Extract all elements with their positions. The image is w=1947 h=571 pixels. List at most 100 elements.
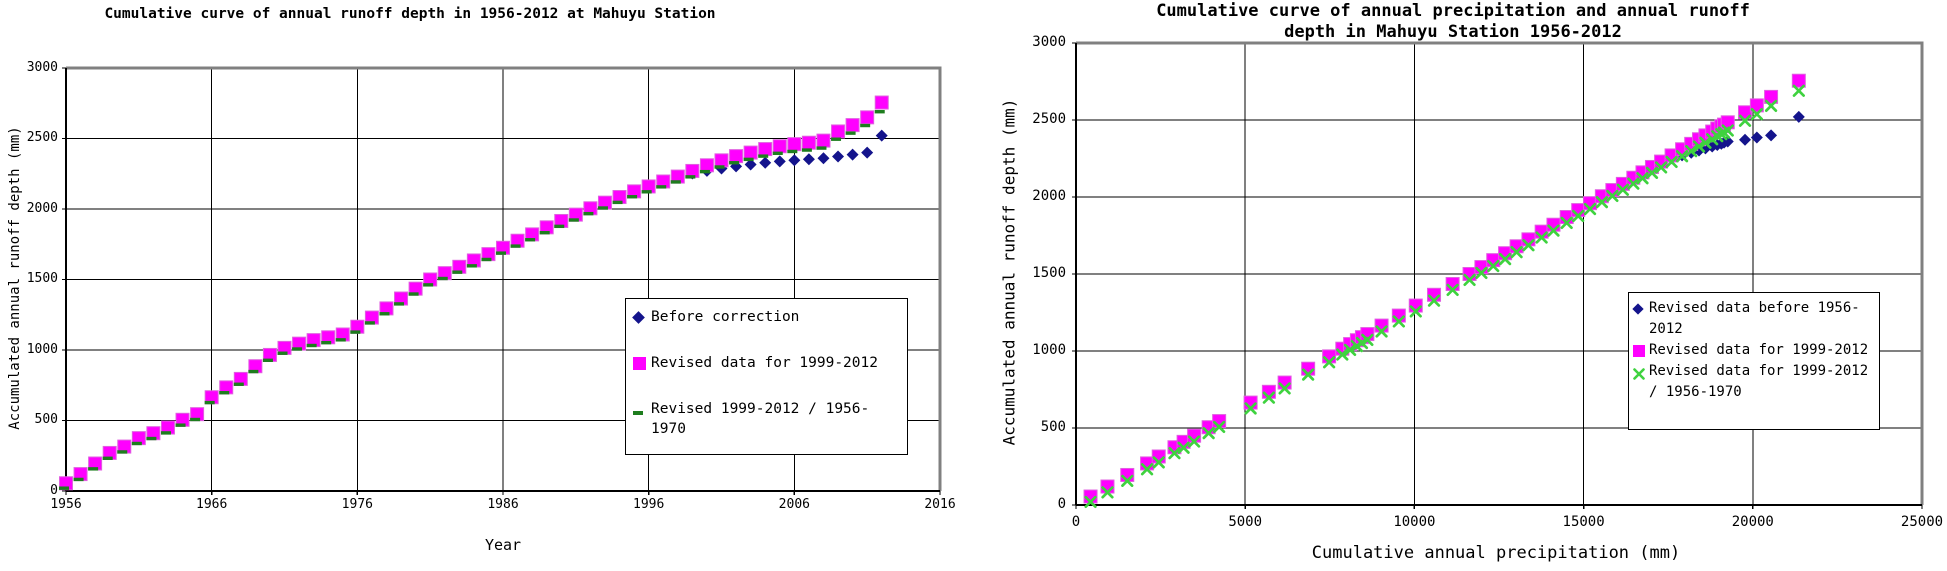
right-y-tick-label: 0 bbox=[1057, 496, 1066, 513]
data-point bbox=[88, 467, 99, 471]
data-point bbox=[1692, 140, 1706, 153]
left-chart-plot bbox=[59, 66, 942, 495]
data-point bbox=[423, 283, 434, 287]
data-point bbox=[1675, 150, 1689, 163]
data-point bbox=[452, 270, 463, 274]
left-x-tick-label: 1966 bbox=[196, 497, 228, 512]
data-point bbox=[131, 441, 142, 446]
data-point bbox=[146, 436, 157, 441]
data-point bbox=[321, 340, 332, 345]
data-point bbox=[583, 211, 594, 216]
data-point bbox=[1140, 463, 1154, 476]
data-point bbox=[1244, 402, 1257, 415]
data-point bbox=[233, 382, 244, 386]
left-chart-title: Cumulative curve of annual runoff depth … bbox=[104, 6, 716, 22]
data-point bbox=[1636, 172, 1649, 185]
data-point bbox=[1463, 273, 1476, 287]
data-point bbox=[714, 165, 725, 169]
data-point bbox=[802, 153, 815, 166]
data-point bbox=[861, 146, 874, 159]
data-point bbox=[875, 129, 888, 142]
data-point bbox=[1645, 166, 1659, 179]
data-point bbox=[1738, 114, 1752, 127]
data-point bbox=[759, 156, 772, 169]
data-point bbox=[1262, 391, 1276, 404]
data-point bbox=[175, 423, 186, 427]
data-point bbox=[1301, 368, 1315, 381]
data-point bbox=[1487, 259, 1500, 273]
left-series-dash bbox=[59, 110, 885, 490]
data-point bbox=[846, 148, 859, 161]
legend-label: Revised 1999-2012 / 1956-1970 bbox=[651, 401, 870, 437]
left-y-tick-label: 1000 bbox=[26, 341, 58, 357]
data-point bbox=[1375, 325, 1388, 338]
data-point bbox=[1616, 183, 1629, 196]
left-x-tick-label: 1986 bbox=[487, 497, 519, 512]
data-point bbox=[539, 230, 550, 235]
legend-item-revised-ratio: Revised data for 1999-2012 / 1956-1970 bbox=[1633, 361, 1876, 403]
data-point bbox=[831, 124, 846, 139]
data-point bbox=[1361, 333, 1374, 347]
legend-item-revised-1999-2012: Revised data for 1999-2012 bbox=[1633, 340, 1876, 361]
data-point bbox=[685, 175, 696, 179]
data-point bbox=[1522, 239, 1535, 252]
data-point bbox=[1547, 224, 1560, 237]
plot-frame bbox=[66, 66, 942, 491]
legend-label: Revised data for 1999-2012 bbox=[1649, 342, 1869, 358]
data-point bbox=[874, 110, 885, 114]
data-point bbox=[1699, 136, 1712, 149]
legend-item-before-correction: Before correction bbox=[632, 307, 902, 327]
right-y-tick-label: 2000 bbox=[1032, 188, 1066, 205]
data-point bbox=[801, 148, 812, 152]
left-x-tick-label: 2006 bbox=[778, 497, 810, 512]
data-point bbox=[1510, 245, 1523, 259]
data-point bbox=[219, 391, 230, 395]
data-point bbox=[1792, 110, 1805, 123]
x-marker-icon bbox=[1633, 361, 1649, 382]
data-point bbox=[437, 276, 448, 281]
data-point bbox=[656, 185, 667, 189]
left-y-tick-label: 500 bbox=[34, 412, 58, 428]
data-point bbox=[772, 151, 783, 156]
data-point bbox=[788, 154, 801, 167]
right-x-tick-label: 20000 bbox=[1731, 514, 1774, 530]
data-point bbox=[816, 133, 831, 148]
data-point bbox=[292, 347, 303, 351]
left-x-tick-label: 2016 bbox=[924, 497, 956, 512]
data-point bbox=[1322, 356, 1336, 369]
data-point bbox=[714, 153, 729, 168]
legend-label: Revised data for 1999-2012 / 1956-1970 bbox=[1649, 363, 1869, 400]
data-point bbox=[1535, 231, 1548, 244]
data-point bbox=[306, 343, 317, 348]
data-point bbox=[845, 131, 856, 135]
right-x-tick-label: 5000 bbox=[1228, 514, 1263, 530]
data-point bbox=[627, 195, 638, 199]
right-x-tick-label: 0 bbox=[1071, 514, 1081, 530]
data-point bbox=[801, 135, 816, 150]
data-point bbox=[1791, 73, 1806, 88]
data-point bbox=[772, 139, 787, 154]
data-point bbox=[160, 431, 171, 435]
left-y-tick-label: 3000 bbox=[26, 59, 58, 75]
data-point bbox=[1177, 441, 1190, 454]
data-point bbox=[1409, 305, 1422, 318]
data-point bbox=[364, 321, 375, 325]
data-point bbox=[758, 142, 773, 157]
data-point bbox=[670, 180, 681, 184]
data-point bbox=[1084, 495, 1097, 509]
legend-item-revised-1999-2012: Revised data for 1999-2012 bbox=[633, 353, 902, 373]
left-x-tick-label: 1976 bbox=[341, 497, 373, 512]
data-point bbox=[1152, 456, 1165, 469]
data-point bbox=[1212, 420, 1226, 434]
data-point bbox=[1583, 202, 1597, 216]
data-point bbox=[1343, 343, 1357, 357]
left-x-tick-label: 1996 bbox=[633, 497, 665, 512]
data-point bbox=[1721, 124, 1734, 137]
data-point bbox=[394, 302, 405, 306]
data-point bbox=[1498, 252, 1512, 266]
data-point bbox=[481, 257, 492, 262]
data-point bbox=[1765, 129, 1778, 142]
square-marker-icon bbox=[1633, 340, 1649, 361]
data-point bbox=[73, 477, 84, 482]
